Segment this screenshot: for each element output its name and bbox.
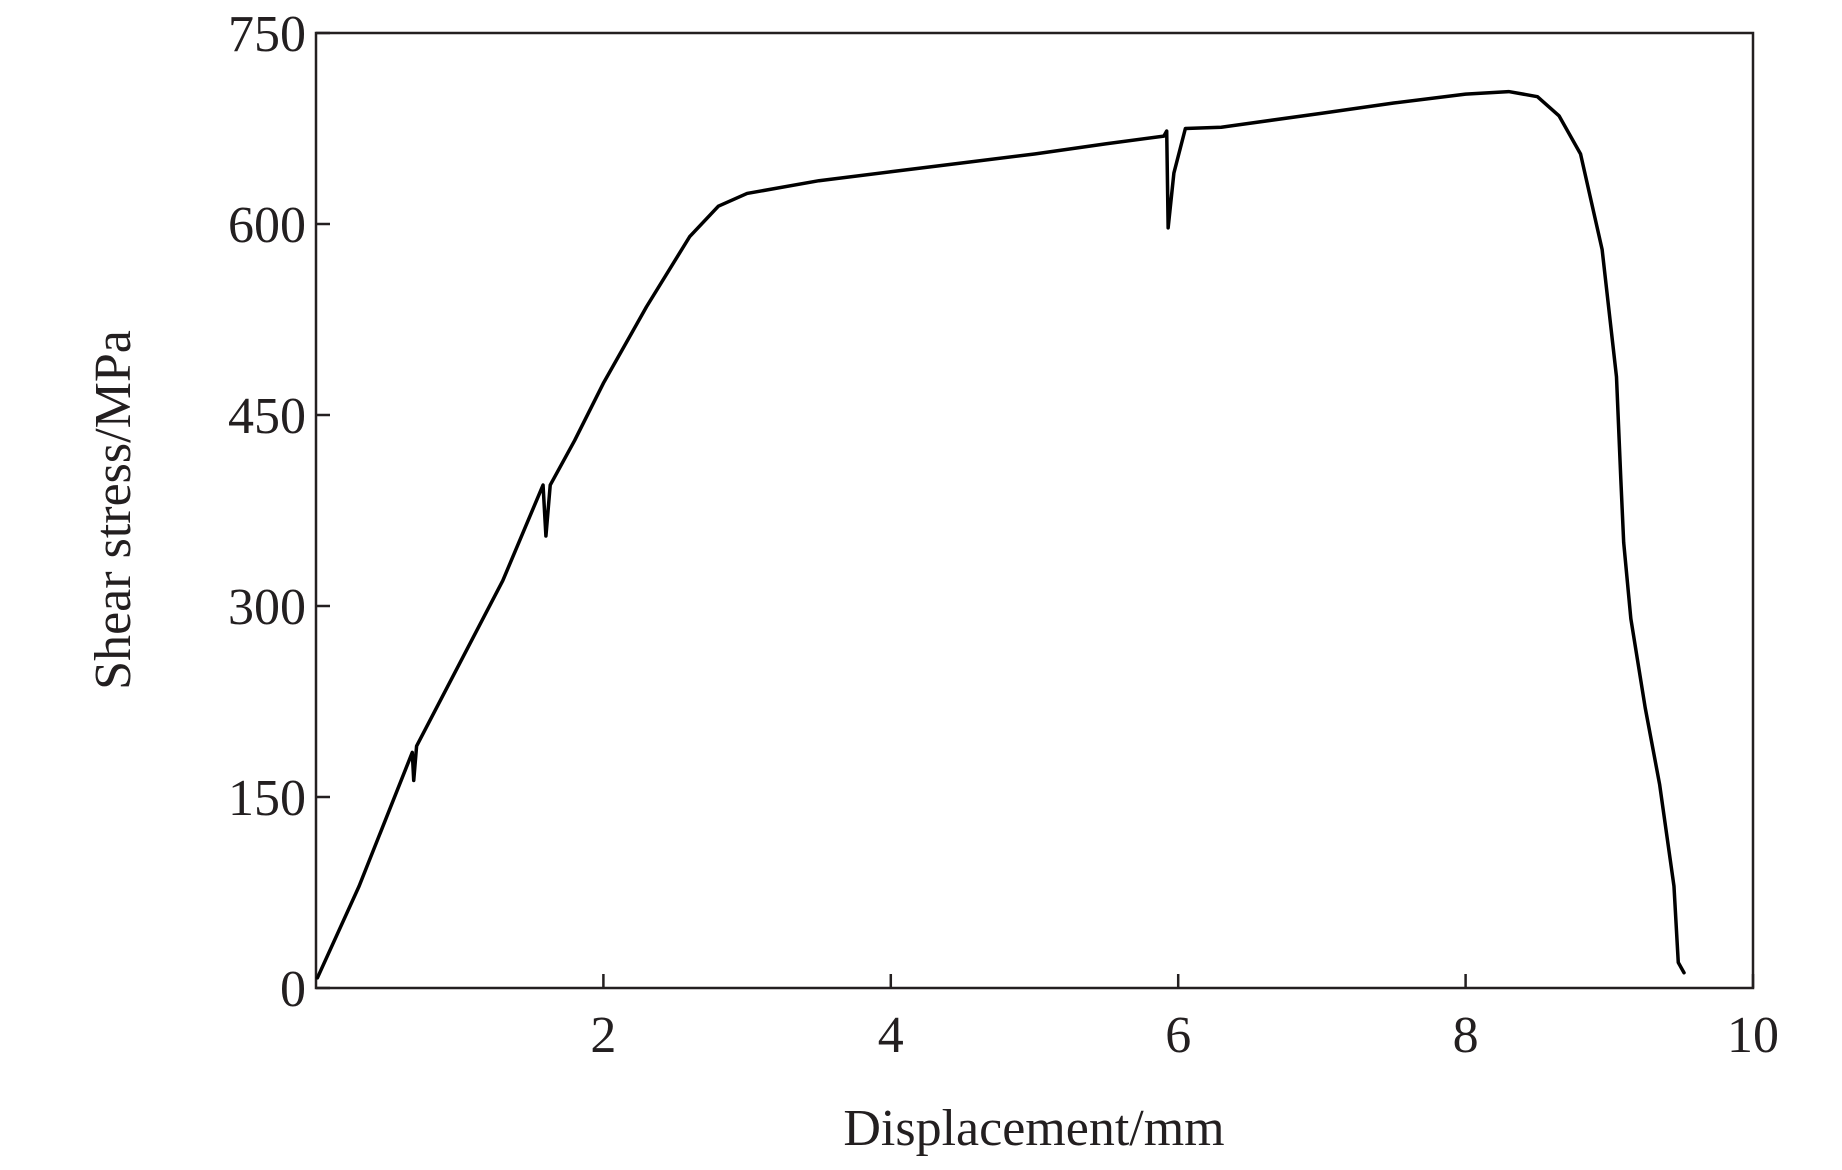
y-tick-label: 750: [228, 6, 306, 63]
y-tick-label: 600: [228, 197, 306, 254]
x-tick-label: 2: [590, 1007, 616, 1064]
x-tick-label: 10: [1727, 1007, 1779, 1064]
y-tick-label: 450: [228, 388, 306, 445]
y-tick-label: 0: [280, 961, 306, 1018]
data-line: [315, 89, 1686, 980]
x-tick-label: 4: [878, 1007, 904, 1064]
x-tick-label: 6: [1165, 1007, 1191, 1064]
x-tick-label: 8: [1453, 1007, 1479, 1064]
y-axis-label: Shear stress/MPa: [85, 330, 142, 690]
y-tick-label: 300: [228, 579, 306, 636]
y-tick-label: 150: [228, 770, 306, 827]
plot-frame: [314, 31, 1755, 990]
x-axis-label: Displacement/mm: [843, 1100, 1224, 1157]
